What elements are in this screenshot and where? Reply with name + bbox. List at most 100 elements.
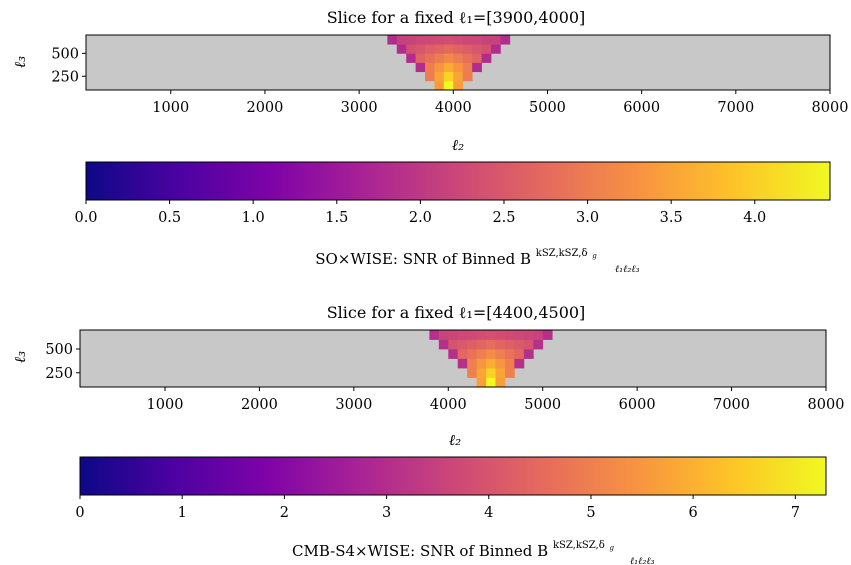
heatmap-cell — [472, 62, 482, 73]
panel-1-colorbar-gradient — [85, 161, 831, 201]
colorbar-tick-label: 2.0 — [409, 210, 432, 226]
heatmap-cell — [434, 44, 445, 54]
heatmap-cell — [467, 358, 478, 369]
y-tick-label: 500 — [45, 342, 73, 358]
heatmap-cell — [476, 377, 487, 388]
panel-1-axes-frame — [85, 34, 831, 91]
heatmap-cell — [448, 339, 459, 350]
heatmap-cell — [406, 44, 417, 54]
heatmap-cell — [434, 62, 445, 73]
y-tick-label: 250 — [45, 366, 73, 382]
panel-2-title: Slice for a fixed ℓ₁=[4400,4500] — [327, 303, 586, 322]
x-tick-label: 5000 — [524, 397, 561, 413]
x-tick-label: 6000 — [619, 397, 656, 413]
heatmap-cell — [504, 339, 515, 350]
panel-2-colorbar-label-sup: kSZ,kSZ,δ — [553, 540, 605, 551]
heatmap-cell — [396, 44, 407, 54]
heatmap-cell — [486, 368, 496, 378]
heatmap-cell — [504, 349, 515, 359]
heatmap-cell — [453, 35, 464, 45]
heatmap-cell — [443, 71, 454, 82]
heatmap-cell — [523, 349, 534, 359]
heatmap-cell — [457, 358, 468, 369]
panel-1-colorbar-label: SO×WISE: SNR of Binned B kSZ,kSZ,δ g — [315, 242, 597, 268]
x-tick-label: 8000 — [812, 100, 849, 116]
heatmap-cell — [472, 53, 482, 63]
heatmap-cell — [472, 44, 482, 54]
heatmap-cell — [476, 339, 487, 350]
heatmap-cell — [453, 80, 464, 91]
heatmap-cell — [453, 44, 464, 54]
x-tick-label: 3000 — [341, 100, 378, 116]
panel-1: Slice for a fixed ℓ₁=[3900,4000] 1000 200… — [11, 8, 848, 154]
panel-2-colorbar-ticks: 0 1 2 3 4 5 6 7 — [75, 495, 800, 521]
heatmap-cell — [443, 35, 454, 45]
heatmap-cell — [443, 53, 454, 63]
panel-2-x-label: ℓ₂ — [449, 431, 461, 449]
x-tick-label: 1000 — [152, 100, 189, 116]
heatmap-cell — [504, 358, 515, 369]
heatmap-cell — [448, 349, 459, 359]
heatmap-cell — [448, 330, 459, 340]
heatmap-cell — [495, 330, 506, 340]
heatmap-cell — [495, 358, 506, 369]
panel-1-colorbar-label-sub: ℓ₁ℓ₂ℓ₃ — [615, 264, 640, 275]
heatmap-cell — [467, 368, 478, 378]
heatmap-cell — [504, 368, 515, 378]
heatmap-cell — [462, 71, 473, 82]
heatmap-cell — [443, 62, 454, 73]
x-tick-label: 1000 — [147, 397, 184, 413]
heatmap-cell — [486, 330, 496, 340]
y-tick-label: 500 — [51, 46, 79, 62]
colorbar-tick-label: 2.5 — [492, 210, 515, 226]
heatmap-cell — [415, 35, 426, 45]
heatmap-cell — [495, 377, 506, 388]
heatmap-cell — [406, 53, 417, 63]
panel-2-colorbar: 0 1 2 3 4 5 6 7 CMB-S4×WISE: SNR of Binned B kS… — [75, 456, 827, 565]
x-tick-label: 6000 — [623, 100, 660, 116]
panel-1-y-label: ℓ₃ — [11, 56, 29, 68]
heatmap-cell — [415, 53, 426, 63]
colorbar-tick-label: 3 — [382, 505, 391, 521]
panel-1-x-ticks: 1000 2000 3000 4000 5000 6000 7000 8000 — [152, 90, 848, 116]
heatmap-cell — [415, 62, 426, 73]
heatmap-cell — [500, 35, 511, 45]
heatmap-cell — [481, 53, 492, 63]
x-tick-label: 8000 — [808, 397, 845, 413]
heatmap-cell — [476, 368, 487, 378]
colorbar-tick-label: 4.0 — [743, 210, 766, 226]
colorbar-tick-label: 1 — [178, 505, 187, 521]
x-tick-label: 7000 — [713, 397, 750, 413]
heatmap-cell — [457, 330, 468, 340]
heatmap-cell — [387, 35, 398, 45]
heatmap-cell — [495, 368, 506, 378]
heatmap-cell — [495, 349, 506, 359]
heatmap-cell — [462, 44, 473, 54]
heatmap-cell — [490, 44, 501, 54]
heatmap-cell — [481, 35, 492, 45]
panel-2-y-ticks: 250 500 — [45, 342, 80, 382]
panel-1-colorbar-label-text: SO×WISE: SNR of Binned B — [315, 250, 531, 268]
panel-2: Slice for a fixed ℓ₁=[4400,4500] 1000 200… — [11, 303, 844, 449]
heatmap-cell — [481, 44, 492, 54]
heatmap-cell — [457, 339, 468, 350]
colorbar-tick-label: 0.0 — [74, 210, 97, 226]
x-tick-label: 2000 — [246, 100, 283, 116]
heatmap-cell — [467, 330, 478, 340]
heatmap-cell — [486, 349, 496, 359]
colorbar-tick-label: 0 — [75, 505, 84, 521]
heatmap-cell — [425, 71, 435, 82]
x-tick-label: 2000 — [241, 397, 278, 413]
heatmap-cell — [514, 339, 525, 350]
colorbar-tick-label: 7 — [791, 505, 800, 521]
heatmap-cell — [472, 35, 482, 45]
heatmap-cell — [523, 339, 534, 350]
colorbar-tick-label: 3.0 — [576, 210, 599, 226]
x-tick-label: 4000 — [435, 100, 472, 116]
heatmap-cell — [462, 62, 473, 73]
panel-2-colorbar-label-text: CMB-S4×WISE: SNR of Binned B — [292, 542, 548, 560]
heatmap-cell — [434, 80, 445, 91]
heatmap-cell — [453, 53, 464, 63]
